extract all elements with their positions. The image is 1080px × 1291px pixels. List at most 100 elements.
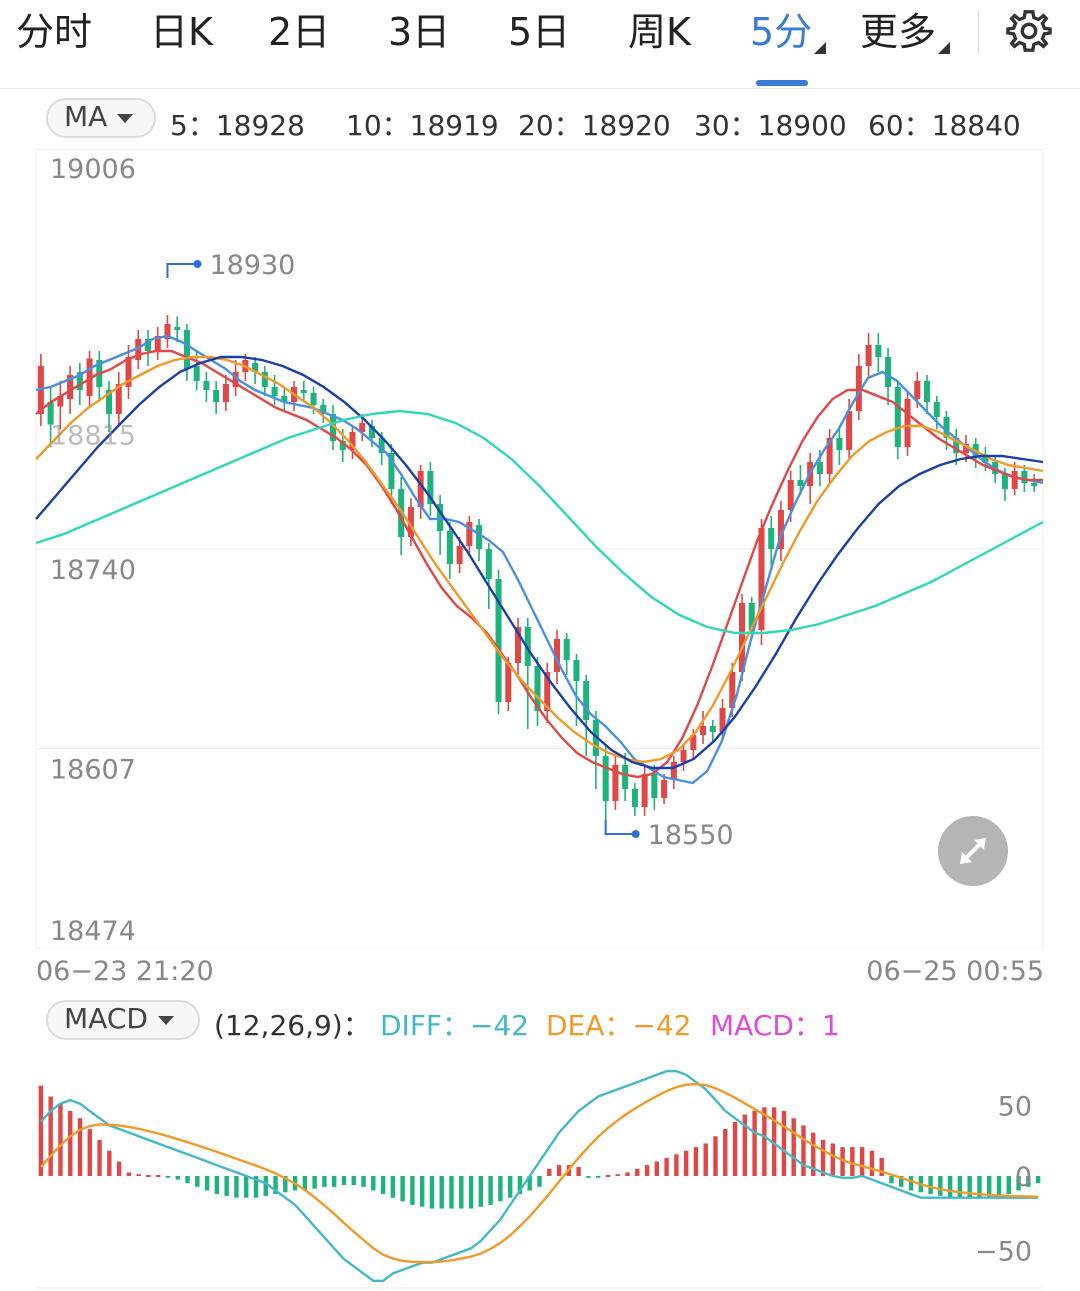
candle-body [846,411,853,450]
macd-bar [811,1132,816,1176]
candle-body [456,546,463,564]
ma-selector[interactable]: MA [46,98,156,138]
tab-intraday[interactable]: 分时 [16,10,93,54]
candle-body [193,366,200,381]
candle-body [855,366,862,411]
macd-bar [185,1176,190,1184]
candle-body [125,357,132,387]
macd-bar [1006,1176,1011,1195]
candle-body [943,417,950,438]
candle-body [213,390,220,402]
candle-body [407,507,414,537]
active-tab-indicator [756,80,808,86]
macd-bar [136,1174,141,1176]
ma-line-ma5 [35,334,1044,785]
ma-line-ma30 [35,355,1044,770]
candle-body [631,789,638,807]
candle-body [738,603,746,672]
candle-body [144,339,152,351]
candle-body [670,762,677,780]
y-tick-label: 18474 [50,916,136,947]
candle-body [320,405,327,414]
gear-icon[interactable] [1006,8,1052,54]
macd-bar [547,1168,552,1176]
macd-bar [331,1176,337,1187]
candle-body [797,480,804,486]
candle-body [437,504,444,531]
candle-body [612,765,619,801]
candle-body [700,726,707,735]
candle-body [135,339,142,360]
macd-bar [771,1107,777,1176]
macd-bar [947,1176,953,1198]
candle-body [894,387,901,447]
macd-bar [68,1110,73,1176]
macd-bar [996,1176,1002,1196]
candle-body [962,444,969,453]
macd-hist-value: MACD：1 [710,1009,840,1042]
candle-body [651,774,658,798]
macd-bar [850,1147,855,1176]
macd-bar [879,1157,884,1176]
candle-body [661,780,668,798]
macd-bar [869,1150,875,1176]
max-marker-dot [193,260,202,268]
candle-body [787,480,794,510]
macd-bar [537,1176,542,1187]
macd-y-tick-label: 50 [998,1092,1032,1123]
macd-bar [664,1157,669,1176]
macd-bar [1026,1176,1031,1187]
tab-more[interactable]: 更多 [860,8,951,56]
candle-body [602,756,609,801]
macd-bar [234,1176,239,1198]
tab-3day[interactable]: 3日 [388,10,451,54]
macd-bar [341,1176,347,1186]
candle-body [690,735,697,750]
macd-chart[interactable]: 50 0 −50 [0,1060,1080,1290]
candle-body [76,372,83,390]
ma30-value: 30：18900 [694,109,847,142]
candle-body [466,522,473,546]
candlestick-chart[interactable]: 19006 18740 18607 18474 18930 18550 18815 [0,148,1080,952]
macd-bar [987,1176,992,1198]
expand-icon [960,838,986,864]
macd-bar [146,1175,151,1177]
macd-bar [781,1110,787,1176]
tab-weekly[interactable]: 周K [628,10,691,54]
macd-bar [840,1147,845,1176]
macd-bar [859,1147,865,1176]
candle-body [329,414,337,441]
x-axis-start-label: 06−23 21:20 [36,956,214,987]
tab-5min[interactable]: 5分 [750,8,827,56]
macd-bar [967,1176,972,1198]
macd-selector[interactable]: MACD [46,1000,200,1040]
macd-bar [439,1176,444,1209]
candle-body [300,390,307,393]
macd-bar [801,1125,806,1176]
candle-body [164,324,171,339]
candle-body [573,660,580,681]
macd-bar [410,1176,415,1205]
candle-body [885,357,892,387]
tab-daily[interactable]: 日K [150,10,213,54]
macd-bar [459,1176,464,1209]
macd-bar [683,1150,689,1176]
candle-body [271,387,278,396]
macd-bar [468,1176,474,1209]
macd-bar [273,1176,278,1195]
macd-bar [204,1176,210,1191]
macd-bar [713,1136,718,1176]
macd-bar [889,1176,894,1184]
macd-bar [908,1176,914,1191]
macd-bar [498,1176,503,1202]
tab-2day[interactable]: 2日 [268,10,331,54]
tab-divider [978,12,979,52]
macd-bar [899,1176,904,1187]
candle-body [1011,471,1018,489]
candle-body [641,774,648,807]
tab-5day[interactable]: 5日 [508,10,571,54]
macd-bar [165,1176,171,1178]
expand-button[interactable] [938,816,1008,886]
macd-bar [126,1172,132,1176]
macd-bar [830,1143,836,1176]
